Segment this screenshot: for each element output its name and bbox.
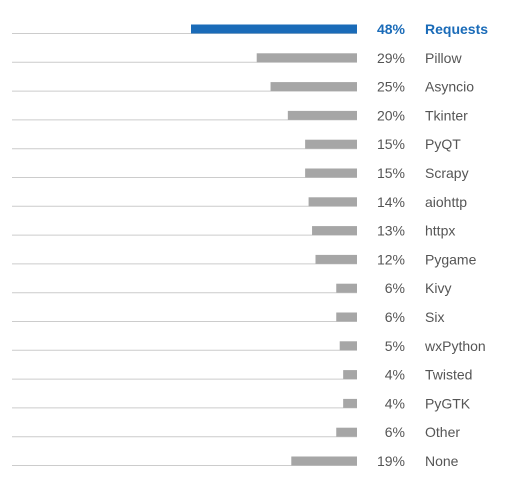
value-label: 4% — [385, 395, 405, 411]
value-label: 4% — [385, 367, 405, 383]
bar — [336, 427, 357, 437]
bar-row: 6% Kivy — [12, 280, 451, 296]
category-label: httpx — [425, 223, 455, 239]
value-label: 29% — [377, 50, 405, 66]
bar-row: 25% Asyncio — [12, 79, 474, 95]
value-label: 5% — [385, 338, 405, 354]
category-label: wxPython — [424, 338, 486, 354]
category-label: Pygame — [425, 251, 477, 267]
bar — [343, 398, 357, 408]
category-label: aiohttp — [425, 194, 467, 210]
category-label: Asyncio — [425, 79, 474, 95]
bar-row: 15% Scrapy — [12, 165, 469, 181]
bar — [305, 139, 357, 149]
value-label: 14% — [377, 194, 405, 210]
value-label: 20% — [377, 107, 405, 123]
category-label: Twisted — [425, 367, 472, 383]
bar — [305, 168, 357, 178]
value-label: 6% — [385, 309, 405, 325]
value-label: 15% — [377, 165, 405, 181]
value-label: 25% — [377, 79, 405, 95]
bar-row: 4% PyGTK — [12, 395, 471, 411]
bar — [291, 456, 357, 466]
bar — [308, 197, 357, 207]
bar-row: 4% Twisted — [12, 367, 472, 383]
value-label: 48% — [377, 21, 406, 37]
bar — [339, 341, 357, 351]
category-label: Six — [425, 309, 444, 325]
bar — [270, 82, 357, 92]
bar-row: 6% Other — [12, 424, 460, 440]
category-label: Scrapy — [425, 165, 469, 181]
value-label: 6% — [385, 424, 405, 440]
value-label: 19% — [377, 453, 405, 469]
value-label: 13% — [377, 223, 405, 239]
bar-row: 12% Pygame — [12, 251, 477, 267]
bar — [312, 226, 357, 236]
category-label: None — [425, 453, 459, 469]
bar — [343, 370, 357, 380]
value-label: 15% — [377, 136, 405, 152]
value-label: 6% — [385, 280, 405, 296]
bar-row: 5% wxPython — [12, 338, 486, 354]
bar-row: 13% httpx — [12, 223, 455, 239]
category-label: Pillow — [425, 50, 462, 66]
bar-row: 29% Pillow — [12, 50, 462, 66]
category-label: Requests — [425, 21, 488, 37]
bar — [256, 53, 357, 63]
bar-row: 15% PyQT — [12, 136, 461, 152]
category-label: Other — [425, 424, 460, 440]
bar-row: 20% Tkinter — [12, 107, 468, 123]
category-label: Kivy — [425, 280, 451, 296]
category-label: PyQT — [425, 136, 461, 152]
bar-row: 6% Six — [12, 309, 444, 325]
bar-row: 14% aiohttp — [12, 194, 467, 210]
bar-row: 48% Requests — [12, 21, 488, 37]
category-label: Tkinter — [425, 107, 468, 123]
value-label: 12% — [377, 251, 405, 267]
bar — [287, 110, 357, 120]
bar — [191, 24, 357, 34]
bar — [336, 283, 357, 293]
bar — [315, 254, 357, 264]
bar-row: 19% None — [12, 453, 459, 469]
bar — [336, 312, 357, 322]
category-label: PyGTK — [425, 395, 471, 411]
